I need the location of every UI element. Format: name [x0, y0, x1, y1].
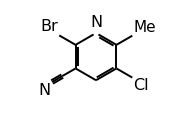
Text: N: N — [90, 15, 102, 30]
Text: N: N — [39, 83, 51, 98]
Text: Me: Me — [133, 20, 156, 35]
Text: Cl: Cl — [133, 78, 149, 93]
Text: Br: Br — [40, 19, 58, 34]
